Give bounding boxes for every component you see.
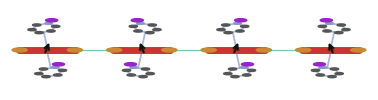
Circle shape <box>131 19 143 22</box>
Circle shape <box>139 76 147 78</box>
Circle shape <box>222 24 230 26</box>
Circle shape <box>224 32 232 34</box>
Circle shape <box>12 48 27 52</box>
Circle shape <box>224 72 232 75</box>
Circle shape <box>39 68 48 70</box>
Circle shape <box>127 74 135 76</box>
Circle shape <box>44 49 50 51</box>
Circle shape <box>228 68 237 70</box>
Circle shape <box>335 32 343 34</box>
Circle shape <box>33 24 41 26</box>
Circle shape <box>320 19 332 22</box>
Circle shape <box>162 48 177 52</box>
Circle shape <box>54 74 62 76</box>
Circle shape <box>296 48 311 52</box>
Circle shape <box>342 28 350 31</box>
Circle shape <box>42 76 50 78</box>
Circle shape <box>326 22 333 24</box>
Circle shape <box>240 25 249 28</box>
Circle shape <box>51 66 59 68</box>
Circle shape <box>47 30 55 32</box>
Circle shape <box>137 22 144 24</box>
Circle shape <box>328 76 336 78</box>
Circle shape <box>130 66 138 68</box>
Circle shape <box>236 30 244 32</box>
Circle shape <box>247 69 256 72</box>
Circle shape <box>313 63 325 66</box>
Circle shape <box>234 22 241 24</box>
Circle shape <box>201 48 216 52</box>
Circle shape <box>233 49 239 51</box>
Circle shape <box>46 19 58 22</box>
Circle shape <box>319 66 327 68</box>
Circle shape <box>35 32 43 34</box>
Circle shape <box>323 30 331 32</box>
Circle shape <box>242 63 254 66</box>
Circle shape <box>256 48 271 52</box>
Circle shape <box>28 28 36 31</box>
Circle shape <box>35 72 43 75</box>
Circle shape <box>235 19 247 22</box>
Circle shape <box>146 72 154 75</box>
Circle shape <box>124 63 136 66</box>
Circle shape <box>231 76 239 78</box>
Circle shape <box>243 74 251 76</box>
Circle shape <box>107 48 122 52</box>
Circle shape <box>351 48 366 52</box>
Circle shape <box>328 49 334 51</box>
Circle shape <box>53 63 65 66</box>
Circle shape <box>148 24 156 26</box>
Circle shape <box>122 69 131 72</box>
Circle shape <box>318 25 327 28</box>
Circle shape <box>129 25 138 28</box>
Circle shape <box>217 28 225 31</box>
Circle shape <box>141 68 150 70</box>
Circle shape <box>153 28 161 31</box>
Circle shape <box>139 49 145 51</box>
Circle shape <box>58 69 67 72</box>
Circle shape <box>240 66 248 68</box>
Circle shape <box>51 25 60 28</box>
Circle shape <box>335 72 343 75</box>
Circle shape <box>316 74 324 76</box>
Circle shape <box>134 30 142 32</box>
Circle shape <box>45 22 52 24</box>
Circle shape <box>330 68 339 70</box>
Circle shape <box>67 48 82 52</box>
Circle shape <box>337 24 345 26</box>
Circle shape <box>311 69 320 72</box>
Circle shape <box>146 32 154 34</box>
